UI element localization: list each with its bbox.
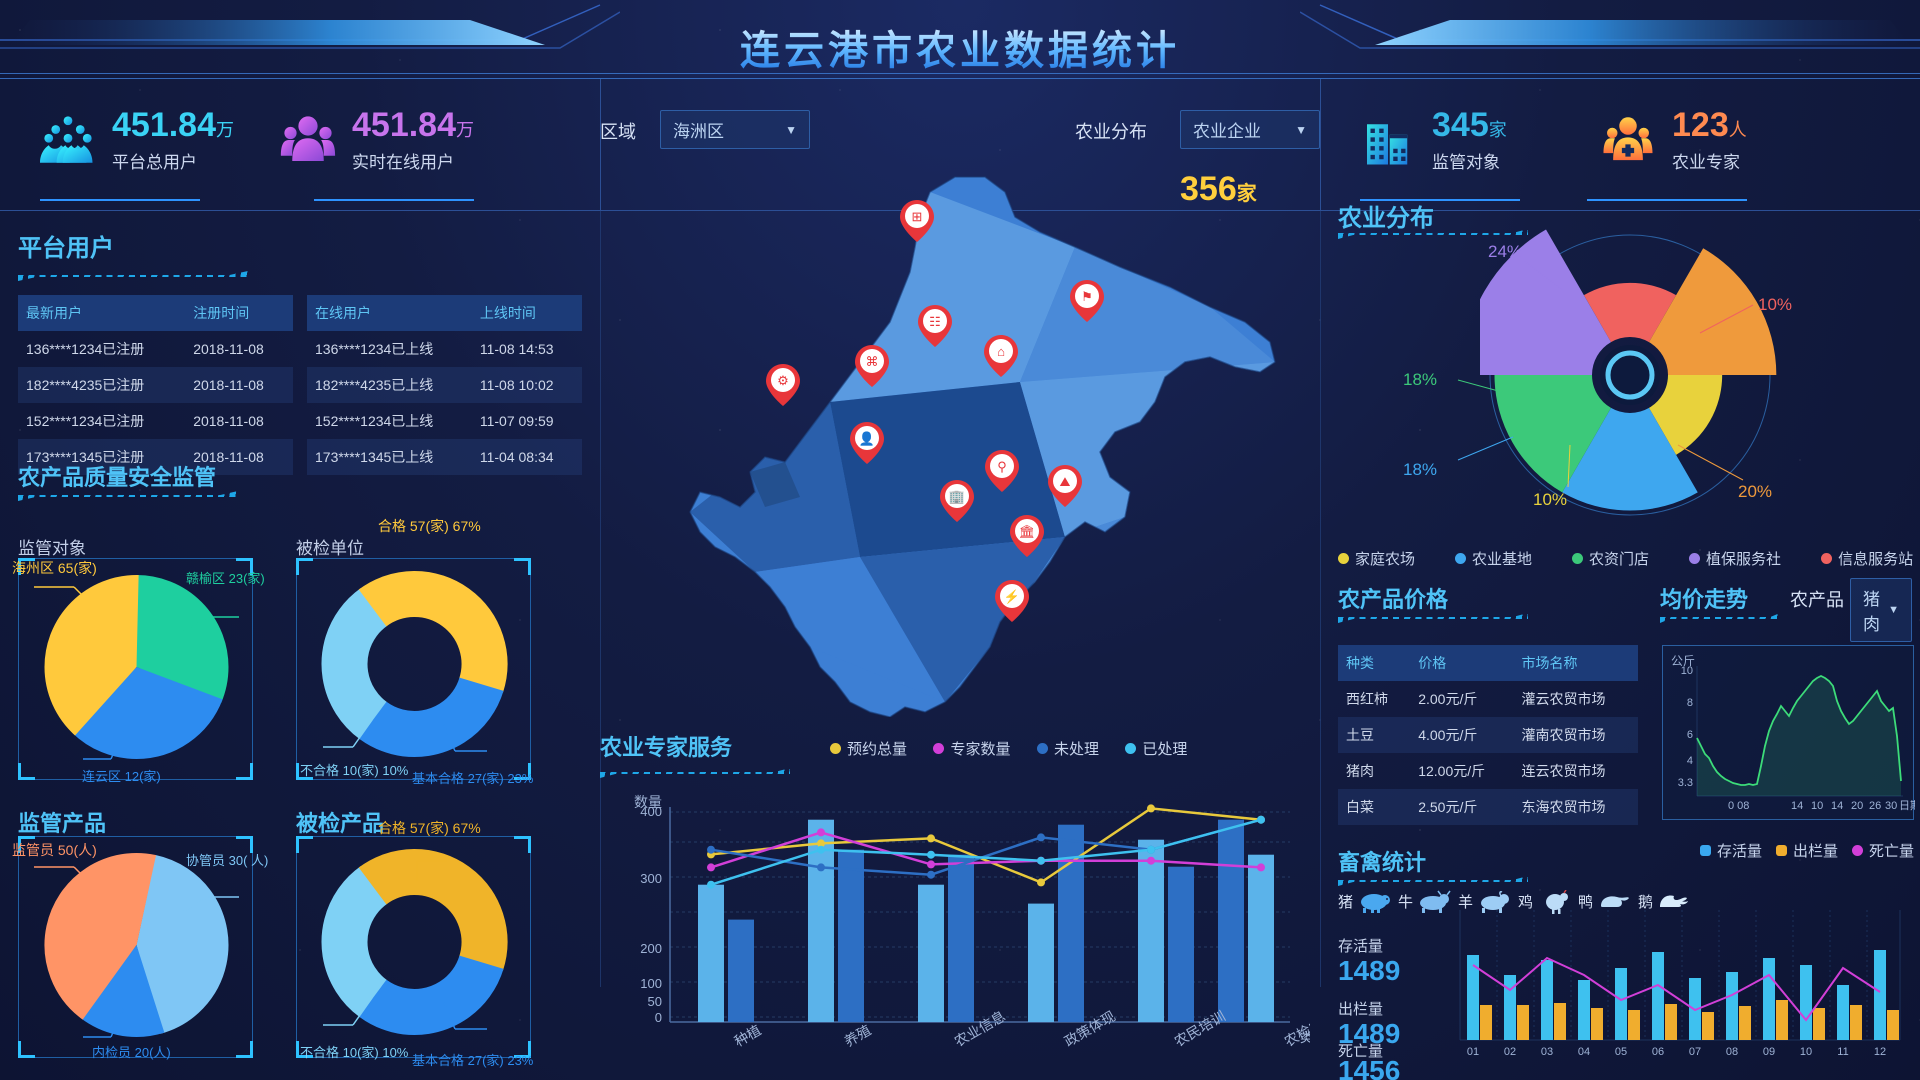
svg-text:⚙: ⚙ — [777, 373, 789, 388]
svg-text:8: 8 — [1687, 697, 1693, 709]
svg-text:👤: 👤 — [859, 431, 875, 446]
svg-text:☷: ☷ — [929, 314, 941, 329]
svg-text:种植: 种植 — [732, 1022, 764, 1050]
svg-text:养殖: 养殖 — [842, 1022, 874, 1050]
svg-text:09: 09 — [1763, 1046, 1775, 1058]
svg-text:10%: 10% — [1533, 490, 1567, 509]
svg-text:05: 05 — [1615, 1046, 1627, 1058]
svg-text:日期: 日期 — [1899, 799, 1915, 812]
svg-text:07: 07 — [1689, 1046, 1701, 1058]
svg-text:20: 20 — [1851, 800, 1863, 812]
svg-text:26: 26 — [1869, 800, 1881, 812]
svg-text:50: 50 — [648, 994, 662, 1009]
svg-text:3.3: 3.3 — [1678, 777, 1693, 789]
svg-text:6: 6 — [1687, 729, 1693, 741]
svg-text:14: 14 — [1831, 800, 1843, 812]
svg-text:10: 10 — [1800, 1046, 1812, 1058]
svg-text:🏢: 🏢 — [949, 489, 965, 504]
svg-text:4: 4 — [1687, 755, 1693, 767]
svg-text:01: 01 — [1467, 1046, 1479, 1058]
svg-text:⚑: ⚑ — [1081, 289, 1093, 304]
svg-text:⌂: ⌂ — [997, 344, 1005, 359]
svg-text:18%: 18% — [1403, 370, 1437, 389]
svg-text:⛰: ⛰ — [1060, 474, 1071, 489]
svg-text:🏛: 🏛 — [1019, 524, 1036, 539]
svg-text:06: 06 — [1652, 1046, 1664, 1058]
svg-text:⚲: ⚲ — [997, 459, 1007, 474]
svg-text:02: 02 — [1504, 1046, 1516, 1058]
svg-text:30: 30 — [1885, 800, 1897, 812]
svg-text:200: 200 — [640, 941, 662, 956]
svg-text:⌘: ⌘ — [866, 354, 879, 369]
svg-text:400: 400 — [640, 804, 662, 819]
svg-text:0: 0 — [655, 1010, 662, 1025]
svg-text:04: 04 — [1578, 1046, 1590, 1058]
svg-text:08: 08 — [1726, 1046, 1738, 1058]
svg-text:24%: 24% — [1488, 242, 1522, 261]
svg-text:12: 12 — [1874, 1046, 1886, 1058]
svg-text:03: 03 — [1541, 1046, 1553, 1058]
svg-text:⚡: ⚡ — [1004, 589, 1020, 605]
svg-text:300: 300 — [640, 871, 662, 886]
svg-text:10%: 10% — [1758, 295, 1792, 314]
svg-text:⊞: ⊞ — [912, 209, 923, 224]
svg-text:0 08: 0 08 — [1728, 800, 1749, 812]
svg-text:11: 11 — [1837, 1046, 1848, 1058]
svg-text:14: 14 — [1791, 800, 1803, 812]
svg-text:10: 10 — [1811, 800, 1823, 812]
svg-text:100: 100 — [640, 976, 662, 991]
svg-text:20%: 20% — [1738, 482, 1772, 501]
svg-text:18%: 18% — [1403, 460, 1437, 479]
